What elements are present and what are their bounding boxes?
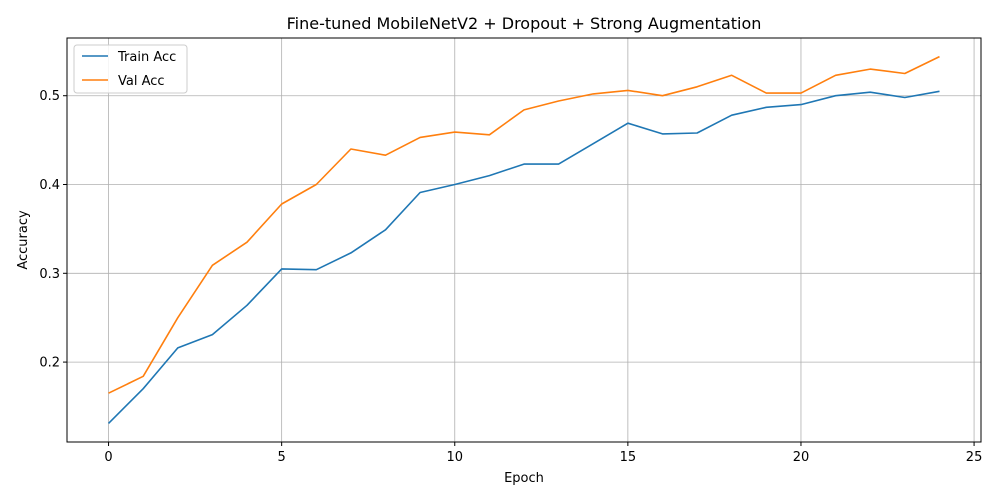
y-axis-ticks: 0.2 0.3 0.4 0.5 <box>39 89 67 371</box>
x-tick-label: 25 <box>966 450 983 465</box>
x-tick-label: 5 <box>278 450 286 465</box>
x-tick-label: 15 <box>620 450 637 465</box>
x-axis-ticks: 0 5 10 15 20 25 <box>104 442 982 465</box>
series-lines <box>107 55 940 424</box>
legend-label-val-acc: Val Acc <box>118 74 165 89</box>
grid <box>67 38 981 442</box>
legend-box <box>73 44 188 94</box>
y-tick-label: 0.4 <box>39 178 60 193</box>
y-tick-label: 0.2 <box>39 356 60 371</box>
y-tick-label: 0.5 <box>39 89 60 104</box>
y-tick-label: 0.3 <box>39 267 60 282</box>
plot-area-frame <box>66 37 982 443</box>
legend-label-train-acc: Train Acc <box>117 50 176 65</box>
y-axis-label: Accuracy <box>16 210 31 270</box>
x-tick-label: 10 <box>446 450 463 465</box>
chart-title: Fine-tuned MobileNetV2 + Dropout + Stron… <box>287 14 762 33</box>
x-tick-label: 0 <box>104 450 112 465</box>
legend: Train Acc Val Acc <box>73 44 188 94</box>
series-line-val-acc <box>108 55 940 394</box>
x-axis-label: Epoch <box>504 471 544 486</box>
series-line-train-acc <box>107 90 940 424</box>
x-tick-label: 20 <box>793 450 810 465</box>
